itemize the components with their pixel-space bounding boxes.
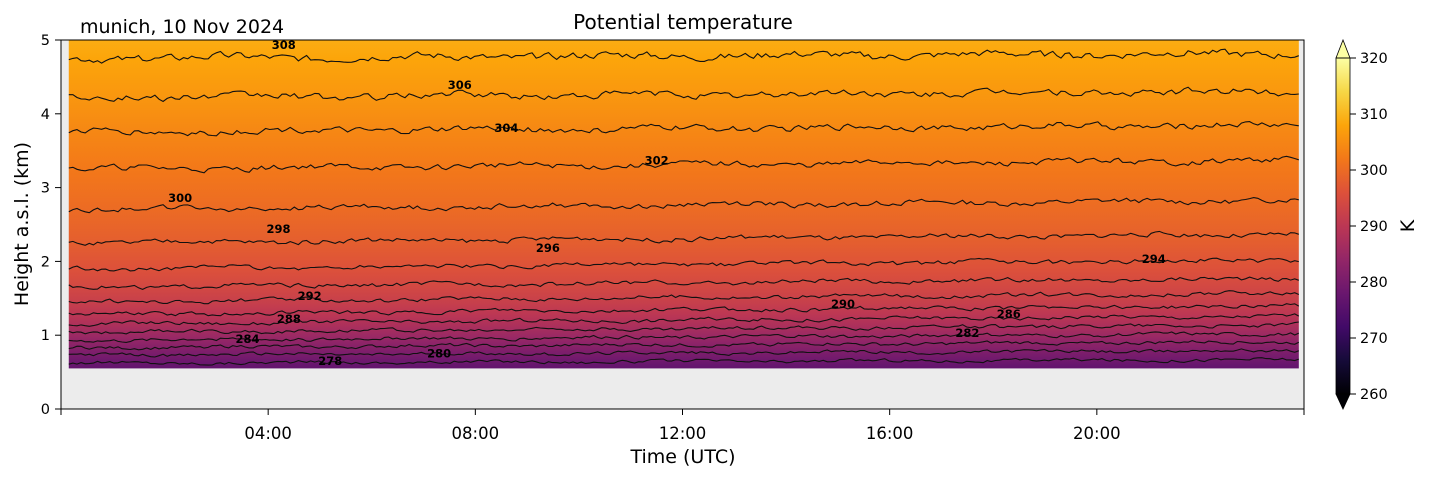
- contour-label: 284: [235, 332, 259, 346]
- chart-title: Potential temperature: [573, 10, 793, 34]
- contour-line-306: [68, 86, 1299, 103]
- contour-label: 306: [448, 78, 472, 92]
- y-axis-label: Height a.s.l. (km): [11, 142, 33, 306]
- contour-line-292: [68, 290, 1300, 305]
- y-tick-label: 3: [41, 181, 50, 197]
- contour-line-298: [68, 230, 1299, 246]
- contour-label: 294: [1142, 252, 1166, 266]
- contour-line-288: [68, 313, 1300, 327]
- contour-line-302: [68, 155, 1299, 174]
- colorbar-extend-bottom: [1335, 393, 1351, 410]
- contour-label: 288: [277, 312, 301, 326]
- colorbar-tick-label: 270: [1360, 331, 1388, 347]
- colorbar-tick-label: 260: [1360, 387, 1388, 403]
- contour-line-278: [68, 357, 1299, 366]
- contour-line-282: [68, 340, 1300, 351]
- contour-label: 292: [298, 289, 322, 303]
- contour-line-286: [68, 321, 1299, 335]
- contour-label: 308: [272, 38, 296, 52]
- contour-label: 296: [536, 241, 560, 255]
- contour-line-294: [68, 276, 1299, 290]
- contour-label: 302: [645, 153, 669, 167]
- colorbar-tick-label: 310: [1360, 107, 1388, 123]
- colorbar-tick-label: 280: [1360, 275, 1388, 291]
- contour-line-308: [68, 48, 1299, 64]
- x-tick-label: 08:00: [452, 424, 500, 443]
- x-axis-label: Time (UTC): [629, 446, 735, 468]
- contour-label: 300: [168, 191, 192, 205]
- location-date-label: munich, 10 Nov 2024: [80, 16, 284, 38]
- colorbar-label: K: [1397, 219, 1419, 232]
- x-tick-label: 16:00: [866, 424, 914, 443]
- y-tick-label: 0: [41, 402, 50, 418]
- temperature-field: [68, 40, 1299, 369]
- contour-line-304: [68, 121, 1299, 137]
- colorbar-tick-label: 290: [1360, 219, 1388, 235]
- y-tick-label: 5: [41, 33, 50, 49]
- contour-labels: 278 280 282 284 286 288 290 292 294 296 298 300 302 3…: [168, 38, 1166, 368]
- colorbar-scale: [1336, 58, 1350, 394]
- x-tick-label: 12:00: [659, 424, 707, 443]
- x-tick-label: 04:00: [244, 424, 292, 443]
- contour-line-290: [68, 303, 1300, 317]
- contour-label: 290: [831, 297, 855, 311]
- contour-label: 298: [267, 222, 291, 236]
- contour-label: 278: [318, 354, 342, 368]
- contour-line-280: [68, 348, 1299, 358]
- y-tick-label: 4: [41, 107, 50, 123]
- x-tick-label: 20:00: [1073, 424, 1121, 443]
- contour-label: 304: [494, 121, 518, 135]
- y-tick-label: 2: [41, 254, 50, 270]
- colorbar-ticks: 260 270 280 290 300 310 320: [1350, 51, 1388, 403]
- x-axis-ticks: 04:00 08:00 12:00 16:00 20:00: [60, 409, 1305, 443]
- contour-label: 280: [427, 347, 451, 361]
- y-axis-ticks: 0 1 2 3 4 5: [41, 33, 61, 418]
- contour-line-296: [68, 257, 1299, 272]
- colorbar: 260 270 280 290 300 310 320 K: [1335, 38, 1419, 410]
- colorbar-extend-top: [1335, 38, 1351, 59]
- contour-line-300: [68, 197, 1299, 214]
- contour-lines: [68, 48, 1300, 366]
- contour-label: 282: [955, 326, 979, 340]
- colorbar-tick-label: 300: [1360, 163, 1388, 179]
- contour-line-284: [68, 331, 1300, 343]
- contour-label: 286: [997, 307, 1021, 321]
- colorbar-tick-label: 320: [1360, 51, 1388, 67]
- y-tick-label: 1: [41, 328, 50, 344]
